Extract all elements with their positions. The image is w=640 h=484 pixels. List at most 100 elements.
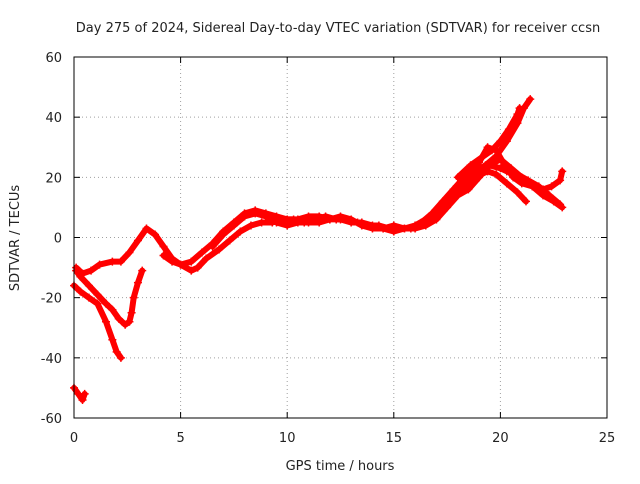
data-point <box>93 299 102 308</box>
data-point <box>283 221 292 230</box>
y-tick-label: -20 <box>41 292 62 307</box>
series-arc-6 <box>208 155 567 251</box>
data-point <box>129 293 138 302</box>
data-point <box>116 353 125 362</box>
data-point <box>411 224 420 233</box>
x-tick-label: 25 <box>599 431 616 446</box>
series-trace <box>454 105 523 181</box>
data-point <box>325 215 334 224</box>
data-point <box>315 218 324 227</box>
y-tick-labels: -60 -40 -20 0 20 40 60 <box>41 51 62 427</box>
y-axis-label: SDTVAR / TECUs <box>8 185 23 292</box>
data-point <box>76 272 85 281</box>
data-point <box>187 266 196 275</box>
data-point <box>240 212 249 221</box>
y-tick-label: 0 <box>54 232 62 247</box>
series-trace <box>71 384 88 403</box>
series-arc-9 <box>453 104 524 182</box>
data-point <box>151 230 160 239</box>
series-arc-3 <box>70 281 125 362</box>
data-point <box>168 257 177 266</box>
data-point <box>466 161 475 170</box>
data-point <box>513 110 522 119</box>
data-point <box>125 248 134 257</box>
data-point <box>464 170 473 179</box>
data-point <box>293 218 302 227</box>
data-point <box>116 257 125 266</box>
data-point <box>502 179 511 188</box>
data-point <box>496 155 505 164</box>
data-point <box>197 248 206 257</box>
data-point <box>138 266 147 275</box>
x-tick-label: 10 <box>279 431 296 446</box>
data-point <box>127 308 136 317</box>
data-point <box>483 167 492 176</box>
data-point <box>84 281 93 290</box>
data-point <box>534 182 543 191</box>
data-point <box>72 266 81 275</box>
data-point <box>78 395 87 404</box>
data-point <box>246 221 255 230</box>
data-point <box>513 170 522 179</box>
data-point <box>251 209 260 218</box>
y-tick-label: 40 <box>45 111 62 126</box>
data-point <box>76 287 85 296</box>
data-traces <box>70 95 567 404</box>
data-point <box>236 227 245 236</box>
data-point <box>87 266 96 275</box>
data-point <box>121 320 130 329</box>
data-point <box>108 257 117 266</box>
data-point <box>432 212 441 221</box>
data-point <box>159 251 168 260</box>
data-point <box>225 236 234 245</box>
data-point <box>112 347 121 356</box>
data-point <box>84 293 93 302</box>
data-point <box>526 95 535 104</box>
y-tick-label: -40 <box>41 352 62 367</box>
data-point <box>368 221 377 230</box>
y-tick-label: 60 <box>45 51 62 66</box>
data-point <box>214 245 223 254</box>
data-point <box>257 218 266 227</box>
data-point <box>208 242 217 251</box>
data-point <box>304 218 313 227</box>
data-point <box>101 317 110 326</box>
x-tick-label: 15 <box>386 431 403 446</box>
data-point <box>108 335 117 344</box>
data-point <box>80 389 89 398</box>
data-point <box>219 230 228 239</box>
data-point <box>357 218 366 227</box>
x-tick-labels: 0 5 10 15 20 25 <box>70 431 615 446</box>
data-point <box>142 224 151 233</box>
data-point <box>458 182 467 191</box>
series-arc-8 <box>432 167 530 221</box>
y-tick-label: 20 <box>45 171 62 186</box>
data-point <box>400 224 409 233</box>
data-point <box>470 173 479 182</box>
data-point <box>487 146 496 155</box>
data-point <box>125 317 134 326</box>
data-point <box>108 305 117 314</box>
data-point <box>524 176 533 185</box>
data-point <box>496 164 505 173</box>
y-tick-label: -60 <box>41 412 62 427</box>
data-point <box>114 314 123 323</box>
data-point <box>502 167 511 176</box>
data-point <box>547 182 556 191</box>
x-tick-label: 0 <box>70 431 78 446</box>
data-point <box>453 173 462 182</box>
series-trace <box>209 156 566 250</box>
plot-frame <box>73 56 608 419</box>
data-point <box>95 260 104 269</box>
data-point <box>513 188 522 197</box>
data-point <box>176 260 185 269</box>
data-point <box>445 197 454 206</box>
data-point <box>272 218 281 227</box>
data-point <box>347 218 356 227</box>
data-point <box>556 200 565 209</box>
data-point <box>515 104 524 113</box>
data-point <box>101 299 110 308</box>
data-point <box>379 224 388 233</box>
data-point <box>193 263 202 272</box>
